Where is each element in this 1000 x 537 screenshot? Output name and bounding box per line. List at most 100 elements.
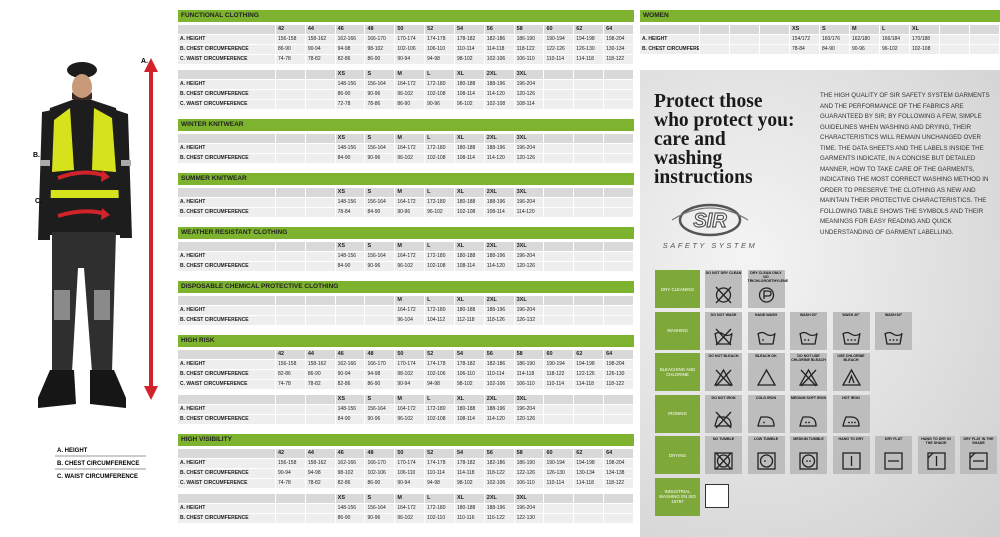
cell — [574, 80, 605, 90]
size-label: XL — [454, 395, 485, 405]
logo: SIR SAFETY SYSTEM — [663, 203, 755, 250]
cell — [178, 242, 276, 252]
size-row: 42 44 46 48 50 52 54 56 58 60 62 64 — [178, 350, 634, 360]
care-glyph-part — [850, 338, 852, 341]
size-label: XS — [335, 70, 366, 80]
cell — [276, 395, 306, 405]
cell — [544, 405, 575, 415]
measure: 164-172 — [395, 198, 426, 208]
measure: 198-204 — [604, 360, 634, 370]
section-header: SUMMER KNITWEAR — [178, 173, 634, 185]
cell — [730, 25, 760, 35]
measure: 90-94 — [395, 380, 426, 390]
care-symbol: NO TUMBLE — [705, 436, 742, 474]
measure: 188-196 — [484, 198, 515, 208]
measure: 196-204 — [514, 252, 545, 262]
legend-entry: B. CHEST CIRCUMFERENCE — [57, 461, 139, 467]
cell — [574, 252, 605, 262]
row-label: B. CHEST CIRCUMFERENCE — [178, 415, 276, 425]
measure: 156-158 — [276, 459, 306, 469]
measure: 108-114 — [514, 100, 545, 110]
measure: 110-114 — [484, 370, 515, 380]
care-symbol: MEDIUM TUMBLE — [790, 436, 827, 474]
size-label: 2XL — [484, 242, 515, 252]
size-label: 58 — [514, 449, 545, 459]
care-glyph-part — [884, 331, 903, 345]
care-glyph-part — [806, 460, 808, 462]
size-row: XS S M L XL 2XL 3XL — [178, 494, 634, 504]
measure: 156-164 — [365, 198, 396, 208]
measure: 86-90 — [365, 55, 396, 65]
care-glyph-part — [896, 338, 898, 341]
care-glyph — [714, 328, 733, 345]
measure: 188-196 — [484, 80, 515, 90]
measure: 196-204 — [514, 80, 545, 90]
measure: 196-204 — [514, 306, 545, 316]
size-label: XL — [910, 25, 940, 35]
size-label: 42 — [276, 449, 306, 459]
measure: 86-90 — [365, 380, 396, 390]
data-row: B. CHEST CIRCUMFERENCE 86-90 90-94 94-98 98-… — [178, 45, 634, 55]
size-label: S — [365, 188, 396, 198]
measure: 74-78 — [276, 55, 306, 65]
size-label: 52 — [425, 350, 455, 360]
data-row: A. HEIGHT 164-172 172-180 180-188 188-196 196… — [178, 306, 634, 316]
measure: 188-196 — [484, 504, 515, 514]
care-glyph-part — [714, 452, 733, 470]
cell — [178, 494, 276, 504]
cell — [544, 242, 575, 252]
data-row: A. HEIGHT 148-156 156-164 164-172 172-180 180… — [178, 198, 634, 208]
care-glyph-part — [714, 415, 732, 427]
care-title-line: washing — [654, 148, 723, 169]
logo-text: SIR — [693, 210, 727, 232]
measure: 86-90 — [305, 370, 336, 380]
cell — [276, 252, 306, 262]
cell — [970, 45, 1000, 55]
care-symbol: HANG TO DRY — [832, 436, 870, 474]
size-label: 42 — [276, 350, 306, 360]
measure: 126-130 — [574, 45, 605, 55]
arrow-label: B. — [33, 152, 40, 159]
size-label: 46 — [335, 25, 366, 35]
size-label: 60 — [544, 449, 575, 459]
care-glyph-part — [841, 452, 861, 470]
size-label: 48 — [365, 25, 396, 35]
size-label: 52 — [425, 449, 455, 459]
care-glyph — [715, 286, 732, 304]
care-glyph-part — [715, 287, 732, 303]
measure: 110-114 — [544, 479, 575, 489]
measure: 96-102 — [395, 90, 426, 100]
care-symbol-label: LOW TUMBLE — [753, 437, 779, 441]
measure: 72-78 — [335, 100, 366, 110]
size-label: S — [365, 134, 396, 144]
size-table: 42 44 46 48 50 52 54 56 58 60 62 64 A. HEIGHT 156-158… — [178, 25, 634, 65]
cell — [276, 188, 306, 198]
measure: 196-204 — [514, 504, 545, 514]
size-row: XS S M L XL 2XL 3XL — [178, 188, 634, 198]
size-label: 3XL — [514, 494, 545, 504]
measure: 102-108 — [425, 90, 455, 100]
arm — [116, 110, 132, 238]
size-label: M — [395, 395, 426, 405]
measure: 196-204 — [514, 405, 545, 415]
care-glyph-part — [892, 338, 895, 341]
size-label: M — [395, 242, 426, 252]
size-label: XS — [335, 242, 366, 252]
cell — [178, 25, 276, 35]
cell — [970, 35, 1000, 45]
cell — [940, 35, 970, 45]
measure: 178-182 — [454, 459, 485, 469]
measure: 94-98 — [425, 380, 455, 390]
cell — [604, 405, 634, 415]
measure: 90-96 — [850, 45, 880, 55]
care-title-line: care and — [654, 129, 726, 150]
size-label: 54 — [454, 449, 485, 459]
care-glyph-part — [715, 369, 732, 387]
cell — [544, 252, 575, 262]
cell — [305, 395, 336, 405]
measure: 188-196 — [484, 144, 515, 154]
measure: 108-114 — [454, 415, 485, 425]
measure: 198-204 — [604, 35, 634, 45]
measure: 102-108 — [425, 415, 455, 425]
care-glyph-part — [889, 338, 891, 341]
